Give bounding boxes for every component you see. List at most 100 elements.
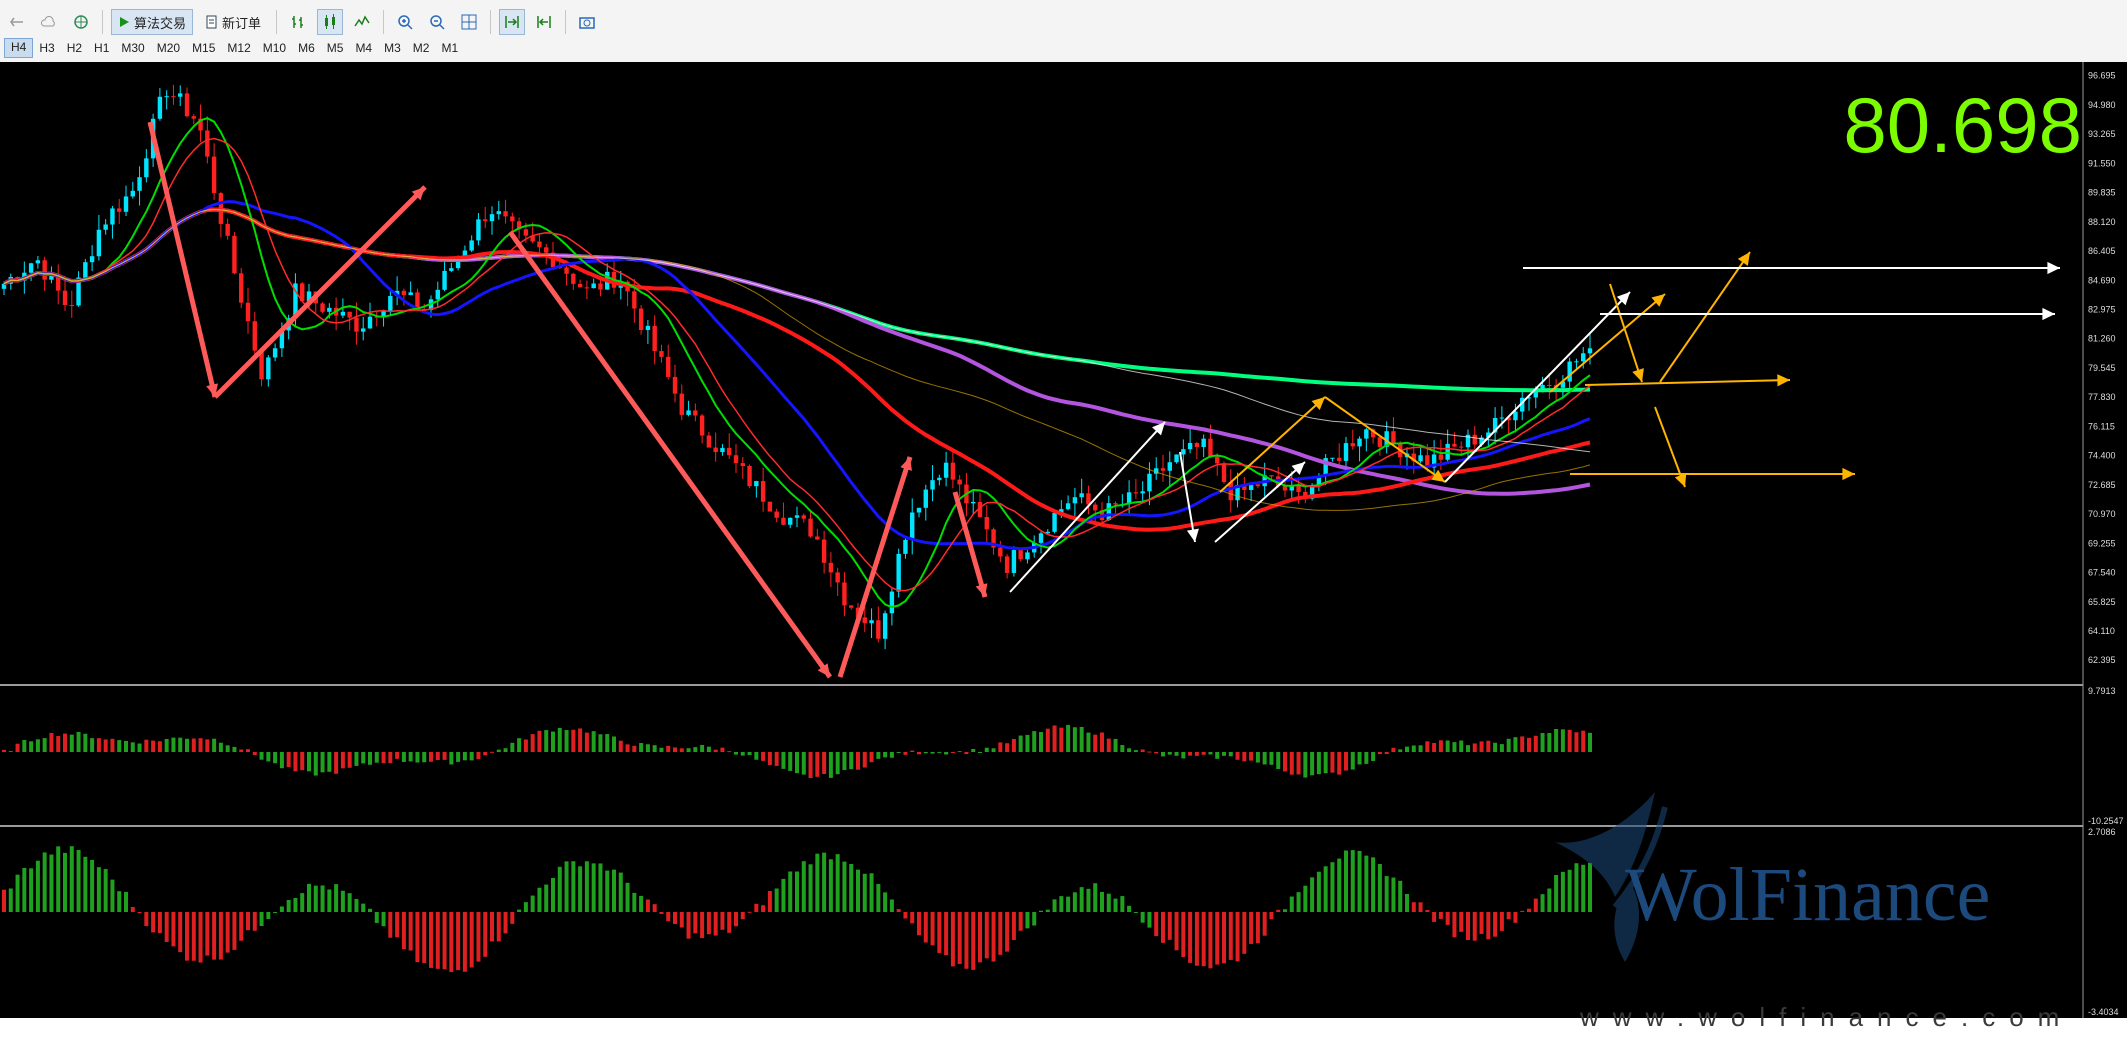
macd-bar	[808, 752, 813, 779]
macd-axis-label: -10.2547	[2088, 816, 2124, 826]
candlestick-chart-icon[interactable]	[317, 9, 344, 35]
oscillator-bar	[1039, 910, 1043, 912]
timeframe-m12[interactable]: M12	[227, 41, 251, 55]
oscillator-bar	[476, 912, 481, 962]
macd-bar	[584, 732, 589, 752]
timeframe-m6[interactable]: M6	[298, 41, 315, 55]
timeframe-h4[interactable]: H4	[4, 38, 34, 58]
macd-bar	[849, 752, 854, 770]
oscillator-bar	[1432, 912, 1437, 922]
candle-body	[957, 479, 962, 485]
macd-bar	[1011, 738, 1016, 752]
oscillator-bar	[1520, 910, 1525, 912]
candle-body	[367, 316, 373, 329]
timeframe-h2[interactable]: H2	[66, 41, 83, 55]
macd-bar	[517, 738, 522, 752]
timeframe-m10[interactable]: M10	[262, 41, 287, 55]
macd-bar	[801, 752, 806, 775]
candle-body	[659, 351, 664, 357]
macd-bar	[218, 742, 223, 752]
screenshot-icon[interactable]	[574, 9, 600, 35]
price-chart[interactable]: 96.695 94.980 93.265 91.550 89.835 88.120 86.4…	[0, 62, 2127, 1018]
oscillator-bar	[1100, 891, 1104, 912]
candle-body	[76, 277, 81, 306]
zoom-out-icon[interactable]	[424, 9, 450, 35]
macd-bar	[395, 752, 400, 759]
candle-body	[835, 572, 840, 583]
oscillator-bar	[1005, 912, 1010, 952]
timeframe-h3[interactable]: H3	[39, 41, 55, 55]
timeframe-h1[interactable]: H1	[94, 41, 110, 55]
macd-bar	[1005, 743, 1010, 752]
candle-body	[388, 296, 393, 311]
macd-bar	[876, 752, 881, 759]
bar-chart-icon[interactable]	[285, 9, 311, 35]
candle-body	[1350, 443, 1355, 447]
candle-body	[178, 93, 183, 97]
macd-bar	[483, 752, 488, 756]
analysis-arrow-head	[1651, 294, 1665, 307]
timeframe-m15[interactable]: M15	[192, 41, 216, 55]
macd-bar	[693, 747, 698, 752]
grid-icon[interactable]	[456, 9, 482, 35]
macd-bar	[171, 737, 176, 752]
oscillator-bar	[889, 899, 894, 912]
timeframe-m5[interactable]: M5	[326, 41, 344, 55]
oscillator-bar	[422, 912, 427, 963]
timeframe-m20[interactable]: M20	[156, 41, 181, 55]
oscillator-bar	[456, 912, 461, 971]
oscillator-bar	[1093, 883, 1098, 912]
oscillator-bar	[984, 912, 989, 959]
oscillator-bar	[1215, 912, 1220, 965]
macd-bar	[740, 752, 745, 756]
auto-scroll-icon[interactable]	[499, 9, 526, 35]
macd-bar	[1113, 738, 1118, 752]
candle-body	[774, 511, 779, 518]
candle-body	[943, 462, 949, 478]
chart-back-icon[interactable]	[4, 9, 30, 35]
oscillator-bar	[808, 864, 813, 912]
macd-bar	[530, 734, 535, 752]
chart-shift-icon[interactable]	[531, 9, 557, 35]
macd-bar	[896, 752, 901, 753]
globe-icon[interactable]	[68, 9, 94, 35]
candle-body	[550, 252, 556, 268]
analysis-arrow-head	[975, 583, 988, 597]
oscillator-bar	[266, 912, 271, 919]
timeframe-m3[interactable]: M3	[384, 41, 401, 55]
new-order-button[interactable]: 新订单	[199, 9, 268, 35]
chart-window[interactable]: 96.695 94.980 93.265 91.550 89.835 88.120 86.4…	[0, 62, 2127, 1032]
line-chart-icon[interactable]	[349, 9, 375, 35]
macd-bar	[571, 729, 576, 752]
zoom-in-icon[interactable]	[392, 9, 418, 35]
candle-body	[327, 307, 332, 312]
macd-bar	[137, 743, 142, 752]
oscillator-bar	[29, 868, 34, 912]
timeframe-m1[interactable]: M1	[441, 41, 459, 55]
macd-bar	[544, 730, 549, 752]
timeframe-m30[interactable]: M30	[121, 41, 145, 55]
candle-body	[916, 507, 922, 513]
macd-bar	[1486, 740, 1491, 752]
candle-body	[1506, 417, 1511, 421]
analysis-arrow-head	[817, 663, 830, 677]
oscillator-bar	[1533, 898, 1538, 912]
algo-trading-button[interactable]: 算法交易	[111, 9, 194, 35]
macd-bar	[388, 752, 393, 764]
moving-average-line	[3, 117, 1591, 609]
candle-body	[1004, 556, 1010, 573]
candle-body	[1289, 485, 1294, 491]
price-axis-label: 94.980	[2088, 100, 2116, 110]
oscillator-bar	[1140, 912, 1145, 923]
macd-bar	[429, 752, 433, 762]
candle-body	[89, 256, 95, 263]
macd-bar	[815, 752, 820, 777]
macd-bar	[652, 745, 657, 752]
oscillator-bar	[679, 912, 684, 928]
price-axis-label: 72.685	[2088, 480, 2116, 490]
timeframe-m4[interactable]: M4	[355, 41, 373, 55]
macd-bar	[551, 731, 555, 752]
oscillator-bar	[761, 905, 766, 912]
cloud-icon[interactable]	[36, 9, 62, 35]
timeframe-m2[interactable]: M2	[412, 41, 430, 55]
